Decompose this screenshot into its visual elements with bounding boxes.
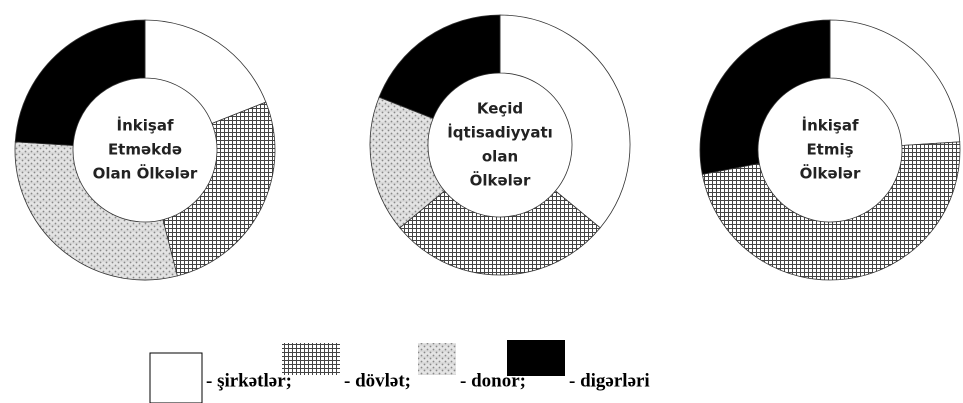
donut-segment [399,190,601,276]
donut-segment [701,141,961,281]
legend-swatch [282,343,340,375]
legend-label: - digərləri [569,370,650,391]
chart-center-label: İnkişaf [117,116,174,135]
legend-swatch [507,340,565,376]
donut-segment [699,19,831,175]
legend-swatch [149,352,203,403]
donut-segment [829,19,961,146]
donut-segment [499,14,631,229]
legend-label: - şirkətlər; [206,370,292,391]
chart-center-label: Etmiş [806,141,853,159]
chart-center-label: Olan Ölkələr [93,164,198,183]
chart-center-label: İnkişaf [802,116,859,135]
donut-segment [162,101,276,277]
donut-segment [14,141,178,281]
legend-swatch [418,343,456,375]
donut-segment [144,19,267,125]
chart-center-label: Ölkələr [800,164,861,183]
legend-label: - dövlət; [344,370,411,391]
donut-segment [378,14,501,120]
chart-center-label: İqtisadiyyatı [447,123,553,142]
donut-segment [14,19,146,146]
chart-center-label: Etməkdə [108,141,182,159]
chart-center-label: olan [482,148,518,166]
chart-center-label: Ölkələr [470,171,531,190]
chart-center-label: Keçid [477,100,523,118]
